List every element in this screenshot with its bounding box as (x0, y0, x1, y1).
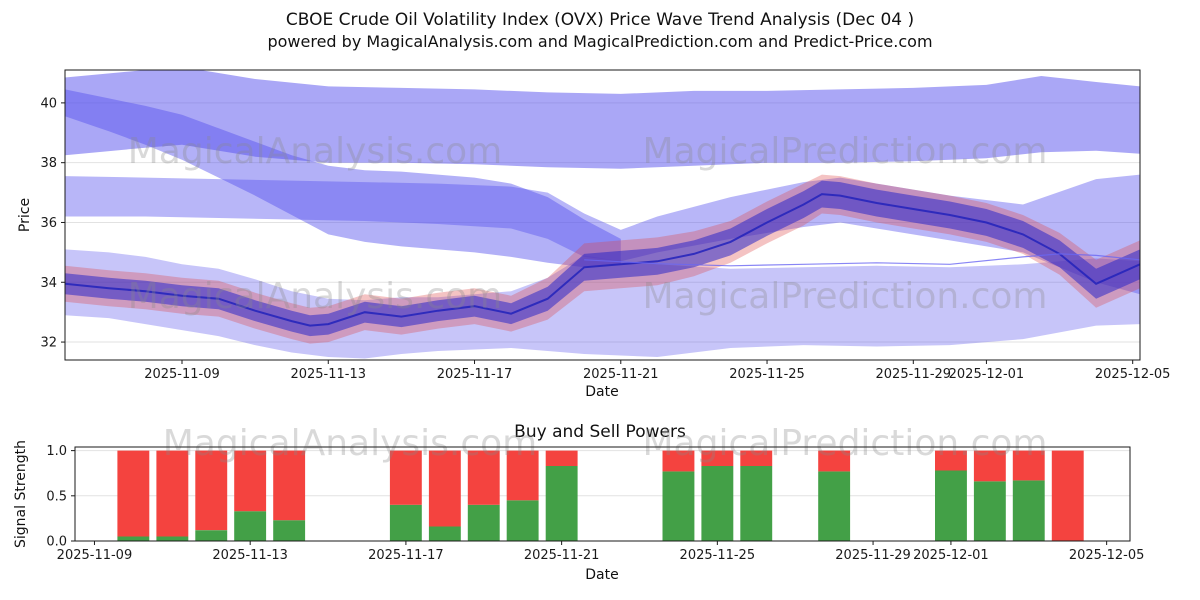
y-tick-label: 36 (40, 216, 57, 231)
sell-bar-segment (818, 450, 851, 472)
plot-frame (74, 446, 1131, 542)
buy-bar-segment (973, 481, 1006, 541)
watermark-text: MagicalAnalysis.com (128, 276, 502, 317)
line-core-trend-line (65, 193, 1140, 327)
y-tick-label: 1.0 (46, 444, 67, 459)
buy-bar-segment (701, 466, 734, 541)
buy-bar-segment (389, 504, 422, 541)
buy-bar-segment (156, 536, 189, 541)
price-chart-date-label: Date (585, 384, 619, 400)
x-tick-label: 2025-11-25 (680, 548, 756, 563)
sell-bar-segment (973, 450, 1006, 482)
buy-bar-segment (740, 466, 773, 541)
buy-bar-segment (428, 526, 461, 541)
band-top-band (65, 70, 1140, 169)
sell-bar-segment (117, 450, 150, 537)
x-tick-label: 2025-12-05 (1069, 548, 1145, 563)
x-tick-label: 2025-11-25 (729, 367, 805, 382)
sell-bar-segment (701, 450, 734, 466)
y-tick-label: 40 (40, 96, 57, 111)
sell-bar-segment (662, 450, 695, 472)
buy-bar-segment (1012, 480, 1045, 541)
buy-bar-segment (117, 536, 150, 541)
buy-bar-segment (935, 470, 967, 541)
line-flat-strand-line (584, 253, 1140, 267)
watermark-text: MagicalPrediction.com (643, 131, 1048, 172)
buy-bar-segment (195, 530, 228, 541)
sell-bar-segment (195, 450, 228, 531)
buy-bar-segment (506, 500, 539, 541)
sell-bar-segment (467, 450, 500, 505)
watermark-text: MagicalPrediction.com (643, 423, 1048, 464)
watermark-text: MagicalAnalysis.com (163, 423, 537, 464)
x-tick-label: 2025-11-29 (835, 548, 911, 563)
sell-bar-segment (545, 450, 578, 466)
y-tick-label: 32 (40, 336, 57, 351)
sell-bar-segment (234, 450, 267, 512)
figure-subtitle: powered by MagicalAnalysis.com and Magic… (267, 32, 933, 51)
x-tick-label: 2025-11-29 (876, 367, 952, 382)
sell-bar-segment (389, 450, 422, 505)
x-tick-label: 2025-11-13 (212, 548, 288, 563)
figure-title: CBOE Crude Oil Volatility Index (OVX) Pr… (285, 10, 915, 30)
bar-chart-date-label: Date (585, 567, 619, 583)
y-tick-label: 38 (40, 156, 57, 171)
sell-bar-segment (740, 450, 773, 466)
sell-bar-segment (273, 450, 306, 521)
sell-bar-segment (506, 450, 539, 501)
watermark-text: MagicalAnalysis.com (128, 131, 502, 172)
x-tick-label: 2025-11-09 (57, 548, 133, 563)
x-tick-label: 2025-11-09 (144, 367, 220, 382)
y-tick-label: 34 (40, 276, 57, 291)
sell-bar-segment (935, 450, 967, 471)
buy-bar-segment (234, 511, 267, 541)
sell-bar-segment (1012, 450, 1045, 481)
x-tick-label: 2025-11-17 (368, 548, 444, 563)
x-tick-label: 2025-11-17 (437, 367, 513, 382)
x-tick-label: 2025-11-13 (290, 367, 366, 382)
x-tick-label: 2025-12-01 (913, 548, 989, 563)
y-tick-label: 0.5 (46, 489, 67, 504)
buy-bar-segment (273, 520, 306, 541)
band-descending-band (65, 89, 621, 268)
x-tick-label: 2025-12-05 (1095, 367, 1171, 382)
buy-bar-segment (818, 471, 851, 541)
buy-bar-segment (545, 466, 578, 541)
buy-bar-segment (467, 504, 500, 541)
sell-bar-segment (1051, 450, 1084, 541)
watermark-text: MagicalPrediction.com (643, 276, 1048, 317)
plot-frame (64, 69, 1141, 361)
x-tick-label: 2025-11-21 (524, 548, 600, 563)
bar-chart-title: Buy and Sell Powers (514, 422, 686, 442)
sell-bar-segment (428, 450, 461, 527)
x-tick-label: 2025-12-01 (949, 367, 1025, 382)
y-tick-label: 0.0 (46, 535, 67, 550)
x-tick-label: 2025-11-21 (583, 367, 659, 382)
band-core-dark-band (65, 180, 1140, 337)
sell-bar-segment (156, 450, 189, 537)
buy-bar-segment (662, 471, 695, 541)
